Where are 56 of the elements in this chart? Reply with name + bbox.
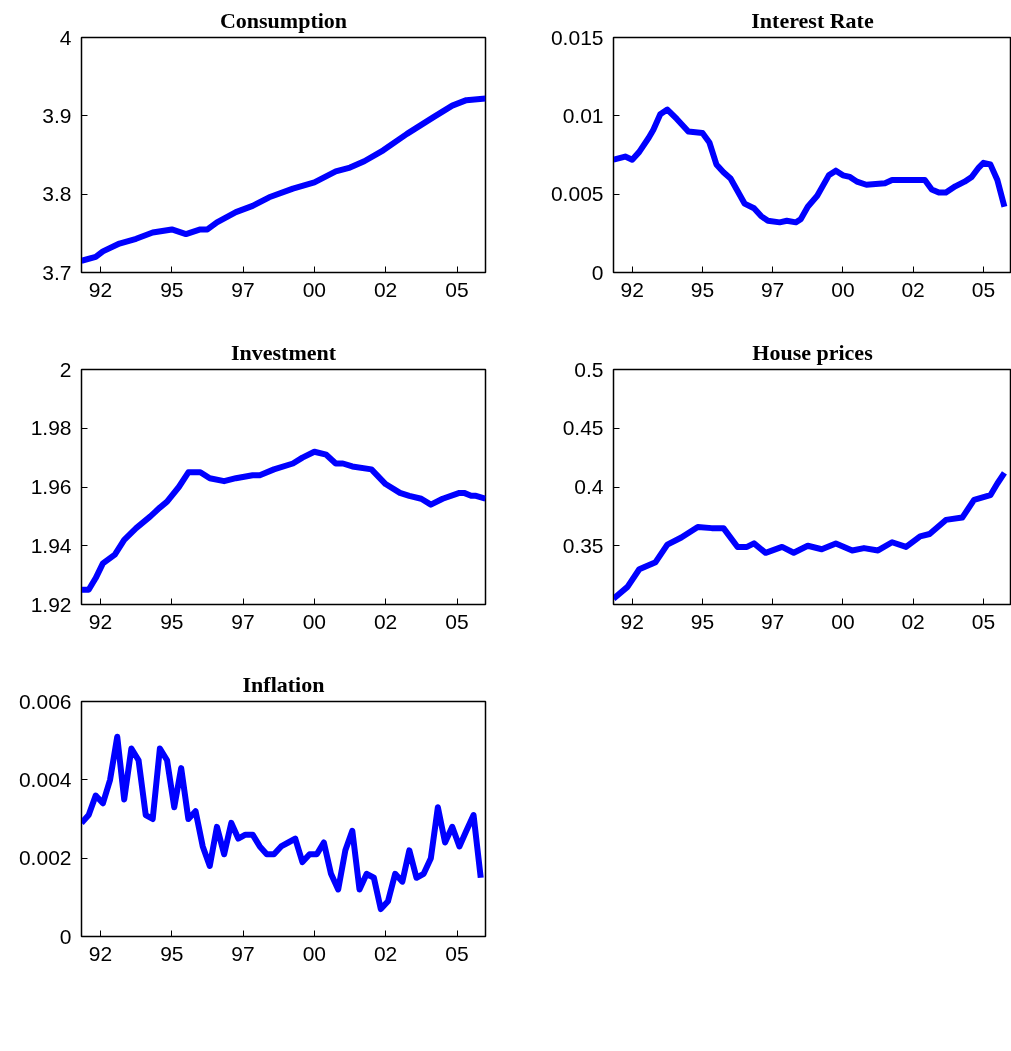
chart-title: Consumption: [219, 7, 348, 33]
chart-title: Interest Rate: [751, 7, 874, 33]
x-tick-label: 05: [971, 609, 996, 633]
x-tick-label: 97: [231, 277, 255, 301]
x-tick-label: 02: [901, 277, 925, 301]
x-tick-label: 92: [620, 609, 644, 633]
x-tick-label: 00: [302, 277, 327, 301]
x-tick-label: 95: [160, 609, 184, 633]
chart-title: House prices: [752, 339, 874, 365]
y-tick-label: 0.35: [562, 533, 604, 557]
y-tick-label: 0.002: [18, 846, 72, 870]
x-tick-label: 00: [831, 609, 855, 633]
y-tick-label: 0.006: [18, 689, 72, 713]
x-tick-label: 95: [690, 277, 715, 301]
y-tick-label: 0.01: [562, 103, 604, 127]
x-tick-label: 95: [160, 941, 184, 965]
y-tick-label: 0.45: [562, 416, 604, 440]
x-tick-label: 92: [88, 277, 113, 301]
x-tick-label: 97: [231, 609, 255, 633]
x-tick-label: 97: [231, 941, 255, 965]
y-tick-label: 2: [59, 357, 72, 381]
y-tick-label: 0.005: [550, 182, 604, 206]
x-tick-label: 05: [445, 609, 469, 633]
x-tick-label: 05: [971, 277, 996, 301]
x-tick-label: 95: [690, 609, 715, 633]
y-tick-label: 1.92: [30, 592, 72, 616]
chart-title: Inflation: [242, 671, 325, 697]
chart-title: Investment: [230, 339, 337, 365]
y-tick-label: 1.96: [30, 475, 72, 498]
x-tick-label: 92: [88, 609, 113, 633]
x-tick-label: 00: [302, 609, 327, 633]
y-tick-label: 0.015: [550, 25, 604, 49]
x-tick-label: 02: [901, 609, 925, 633]
x-tick-label: 00: [831, 277, 855, 301]
x-tick-label: 02: [373, 941, 398, 965]
x-tick-label: 00: [302, 941, 327, 965]
x-tick-label: 02: [373, 609, 398, 633]
y-tick-label: 0.5: [574, 357, 604, 381]
x-tick-label: 05: [445, 941, 469, 965]
x-tick-label: 92: [620, 277, 644, 301]
y-tick-label: 1.98: [30, 416, 72, 440]
x-tick-label: 02: [373, 277, 398, 301]
x-tick-label: 97: [760, 609, 785, 633]
y-tick-label: 3.8: [42, 182, 72, 206]
x-tick-label: 92: [88, 941, 113, 965]
y-tick-label: 0.4: [574, 475, 604, 498]
y-tick-label: 4: [59, 25, 72, 49]
x-tick-label: 05: [445, 277, 469, 301]
y-tick-label: 0.004: [18, 767, 72, 791]
y-tick-label: 3.7: [42, 260, 72, 284]
y-tick-label: 1.94: [30, 533, 72, 557]
x-tick-label: 95: [160, 277, 184, 301]
y-tick-label: 0: [591, 260, 604, 284]
y-tick-label: 0: [59, 924, 72, 948]
x-tick-label: 97: [760, 277, 785, 301]
y-tick-label: 3.9: [42, 103, 72, 127]
